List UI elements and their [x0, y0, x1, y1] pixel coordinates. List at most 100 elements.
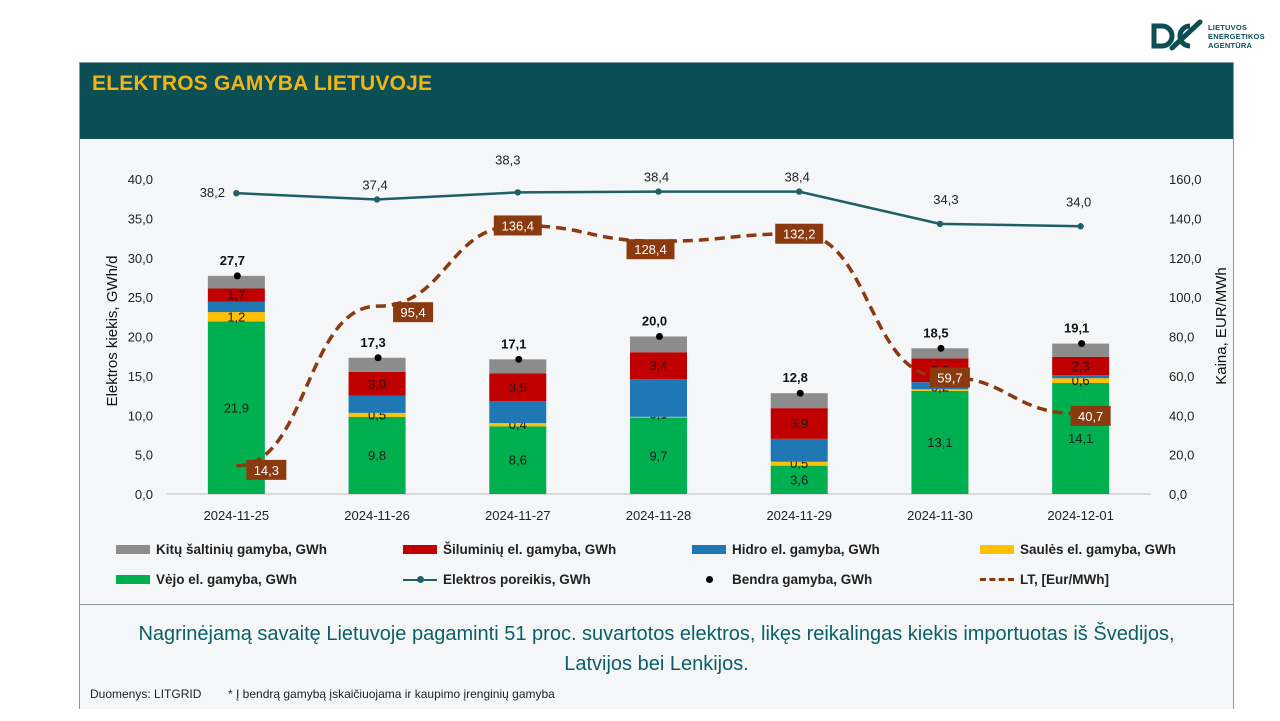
total-dot — [1078, 340, 1086, 348]
legend-item: Šiluminių el. gamyba, GWh — [403, 542, 616, 557]
bar-segment — [770, 393, 828, 409]
y2-axis-title: Kaina, EUR/MWh — [1213, 267, 1230, 385]
demand-label: 38,2 — [200, 185, 225, 200]
y-tick-label: 40,0 — [128, 172, 153, 187]
x-tick-label: 2024-11-26 — [344, 508, 410, 523]
x-tick-label: 2024-11-27 — [485, 508, 551, 523]
legend-label: Bendra gamyba, GWh — [732, 572, 873, 587]
bar-value-label: 1,7 — [227, 288, 245, 303]
demand-point — [373, 196, 381, 203]
bar-segment — [207, 275, 265, 289]
summary-text: Nagrinėjamą savaitę Lietuvoje pagaminti … — [80, 619, 1233, 679]
legend-swatch — [116, 545, 150, 554]
total-label: 12,8 — [783, 370, 808, 385]
legend-swatch — [116, 575, 150, 584]
demand-label: 38,4 — [785, 170, 810, 185]
bar-value-label: 14,1 — [1068, 431, 1093, 446]
legend-label: Saulės el. gamyba, GWh — [1020, 542, 1177, 557]
y2-tick-label: 0,0 — [1169, 487, 1187, 502]
slide-frame: ELEKTROS GAMYBA LIETUVOJE 0,0 5,0 10,0 15,0… — [79, 62, 1234, 709]
bar-segment — [630, 352, 687, 380]
bar-segment — [1052, 378, 1110, 383]
bar-segment — [489, 426, 547, 494]
bar-segment — [911, 389, 969, 391]
legend-item: Saulės el. gamyba, GWh — [980, 542, 1176, 557]
bar-segment — [207, 301, 265, 313]
x-tick-label: 2024-11-25 — [204, 508, 270, 523]
chart-area: 0,0 5,0 10,0 15,0 20,0 25,0 30,0 35,0 40,0 0,0 20,… — [80, 139, 1233, 603]
price-label: 132,2 — [783, 227, 816, 242]
legend-swatch — [692, 545, 726, 554]
legend-swatch — [692, 576, 726, 583]
bar-segment — [770, 438, 828, 462]
logo-line-1: LIETUVOS — [1208, 22, 1248, 32]
bar-segment — [1052, 356, 1110, 376]
lea-logo: LIETUVOS ENERGETIKOS AGENTŪRA — [1150, 16, 1270, 56]
bar-value-label: 3,5 — [509, 380, 527, 395]
x-tick-label: 2024-11-29 — [766, 508, 832, 523]
legend-label: Elektros poreikis, GWh — [443, 572, 591, 587]
page-title: ELEKTROS GAMYBA LIETUVOJE — [92, 72, 433, 95]
demand-point — [796, 188, 803, 195]
bar-value-label: 3,9 — [790, 416, 808, 431]
lea-logo-mark-icon — [1151, 19, 1203, 51]
bar-segment — [489, 401, 547, 424]
total-dot — [233, 272, 241, 280]
bar-segment — [348, 357, 406, 372]
total-dot — [656, 333, 663, 340]
bar-segment — [348, 395, 406, 413]
bar-value-label: 8,6 — [509, 453, 527, 468]
legend-label: LT, [Eur/MWh] — [1020, 572, 1109, 587]
y-tick-label: 0,0 — [135, 487, 153, 502]
bar-value-label: 3,4 — [649, 358, 667, 373]
total-label: 20,0 — [642, 314, 667, 329]
bar-segment — [1052, 343, 1110, 357]
price-label: 95,4 — [400, 305, 425, 320]
y2-tick-label: 80,0 — [1169, 330, 1194, 345]
bar-segment — [770, 461, 828, 466]
legend-label: Šiluminių el. gamyba, GWh — [443, 542, 617, 557]
y2-tick-label: 160,0 — [1169, 172, 1202, 187]
logo-line-3: AGENTŪRA — [1208, 40, 1253, 50]
bar-segment — [630, 379, 687, 417]
demand-point — [1077, 223, 1084, 230]
footnote: * Į bendrą gamybą įskaičiuojama ir kaupi… — [228, 687, 555, 701]
legend-item: Bendra gamyba, GWh — [692, 572, 872, 587]
summary-line-1: Nagrinėjamą savaitę Lietuvoje pagaminti … — [138, 623, 1175, 645]
total-label: 17,3 — [360, 335, 385, 350]
bar-segment — [348, 416, 406, 494]
bar-value-label: 21,9 — [224, 400, 249, 415]
price-label-box — [626, 239, 675, 260]
bar-value-label: 1,2 — [227, 309, 245, 324]
demand-label: 38,4 — [644, 170, 669, 185]
legend-swatch — [403, 575, 437, 583]
price-label: 136,4 — [502, 218, 535, 233]
y2-tick-label: 120,0 — [1169, 251, 1202, 266]
bar-segment — [489, 423, 547, 427]
demand-point — [514, 189, 521, 196]
legend-label: Vėjo el. gamyba, GWh — [156, 572, 298, 587]
total-dot — [515, 355, 523, 363]
y2-tick-label: 100,0 — [1169, 290, 1202, 305]
legend-item: Hidro el. gamyba, GWh — [692, 542, 880, 557]
title-banner: ELEKTROS GAMYBA LIETUVOJE — [80, 63, 1233, 139]
price-label: 59,7 — [937, 370, 962, 385]
demand-label: 37,4 — [362, 177, 387, 192]
total-label: 17,1 — [501, 336, 526, 351]
y2-tick-label: 40,0 — [1169, 408, 1194, 423]
legend-item: LT, [Eur/MWh] — [980, 572, 1109, 587]
price-label: 128,4 — [634, 242, 667, 257]
total-label: 18,5 — [923, 325, 948, 340]
price-label-box — [775, 223, 824, 244]
y-axis-title: Elektros kiekis, GWh/d — [104, 256, 121, 407]
legend-swatch — [980, 578, 1014, 581]
demand-point — [936, 220, 944, 228]
legend-swatch — [403, 545, 437, 554]
legend-swatch — [980, 545, 1014, 554]
total-dot — [374, 354, 382, 362]
bar-segment — [630, 336, 687, 353]
y2-tick-label: 140,0 — [1169, 211, 1202, 226]
y-tick-label: 35,0 — [128, 211, 153, 226]
bar-segment — [630, 416, 687, 418]
demand-point — [655, 188, 662, 195]
